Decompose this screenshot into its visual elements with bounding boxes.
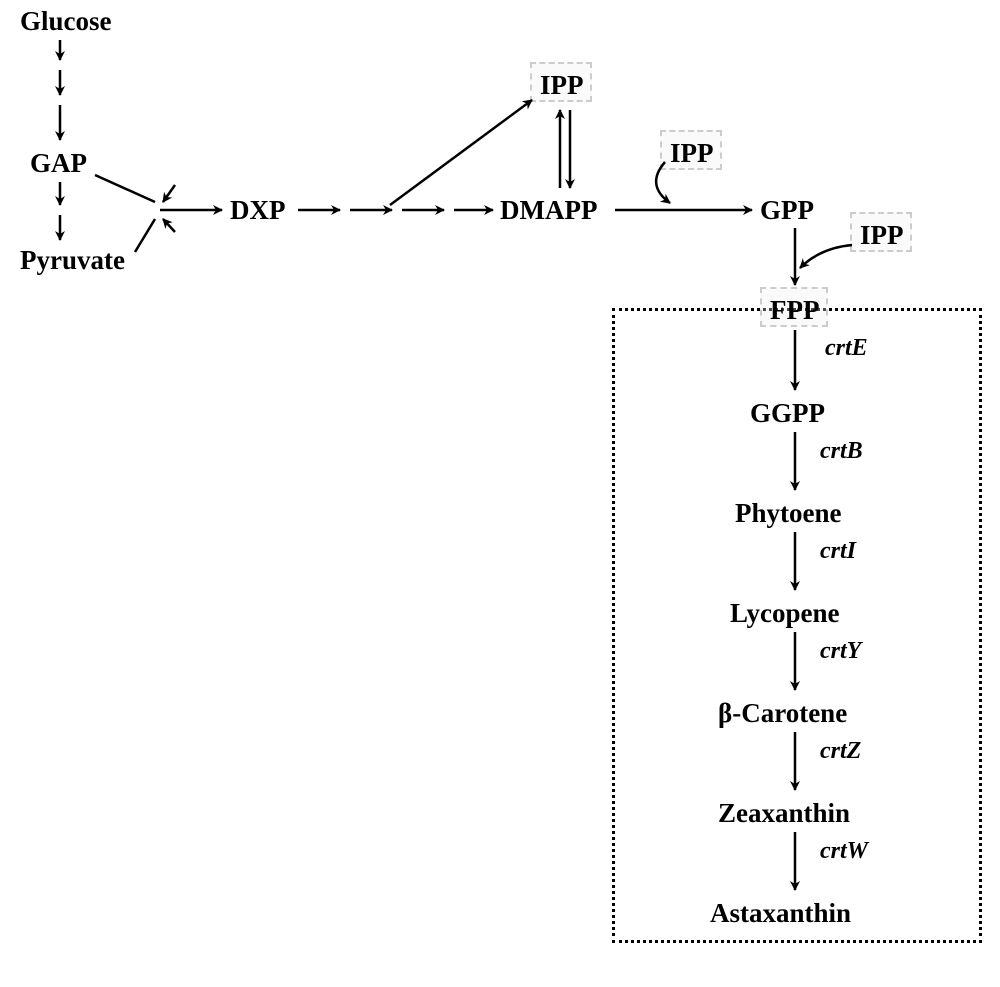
- node-glucose: Glucose: [20, 6, 112, 37]
- node-dmapp: DMAPP: [500, 195, 597, 226]
- node-phytoene: Phytoene: [735, 498, 841, 529]
- node-ggpp: GGPP: [750, 398, 825, 429]
- node-zeaxanthin: Zeaxanthin: [718, 798, 850, 829]
- node-gap: GAP: [30, 148, 87, 179]
- node-dxp: DXP: [230, 195, 286, 226]
- gene-crtZ: crtZ: [820, 738, 861, 765]
- gene-crtE: crtE: [825, 335, 868, 362]
- gene-crtY: crtY: [820, 638, 861, 665]
- node-gpp: GPP: [760, 195, 814, 226]
- gene-crtB: crtB: [820, 438, 863, 465]
- node-bcarotene: β-Carotene: [718, 698, 847, 729]
- node-astaxanthin: Astaxanthin: [710, 898, 851, 929]
- node-ipp1: IPP: [540, 70, 584, 101]
- node-lycopene: Lycopene: [730, 598, 840, 629]
- gene-crtW: crtW: [820, 838, 868, 865]
- node-ipp2: IPP: [670, 138, 714, 169]
- node-pyruvate: Pyruvate: [20, 245, 125, 276]
- node-ipp3: IPP: [860, 220, 904, 251]
- node-fpp: FPP: [770, 295, 819, 326]
- gene-crtI: crtI: [820, 538, 856, 565]
